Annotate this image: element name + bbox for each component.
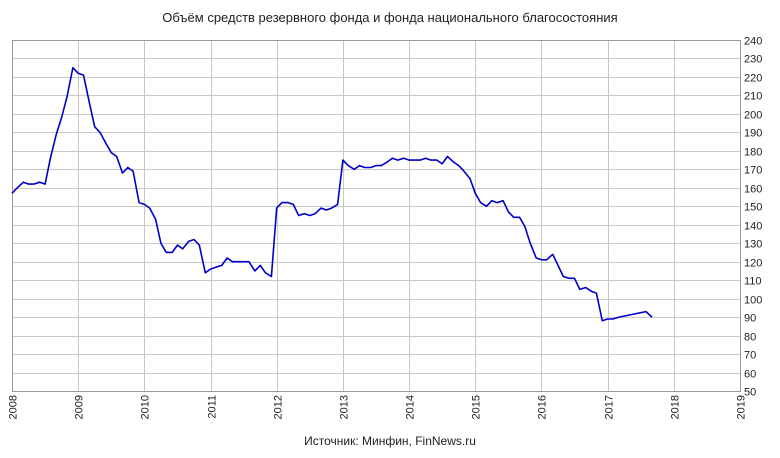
y-tick-label: 240 xyxy=(744,36,762,48)
y-tick-label: 90 xyxy=(744,313,756,325)
y-axis-tick-labels: 50 60 70 80 90 100 110 120 130 140 150 160 170 180 190… xyxy=(744,36,762,399)
y-tick-label: 230 xyxy=(744,54,762,66)
x-tick-label: 2012 xyxy=(273,395,285,419)
x-axis-tick-labels: 2008 2009 2010 2011 2012 2013 2014 2015 2016 2017… xyxy=(8,395,748,419)
y-tick-label: 140 xyxy=(744,221,762,233)
x-tick-label: 2016 xyxy=(537,395,549,419)
x-tick-label: 2009 xyxy=(74,395,86,419)
y-tick-label: 200 xyxy=(744,110,762,122)
x-tick-label: 2008 xyxy=(8,395,20,419)
y-tick-label: 160 xyxy=(744,184,762,196)
y-tick-label: 180 xyxy=(744,147,762,159)
x-tick-label: 2011 xyxy=(207,395,219,419)
chart-source: Источник: Минфин, FinNews.ru xyxy=(304,434,476,448)
x-tick-label: 2018 xyxy=(670,395,682,419)
x-tick-label: 2019 xyxy=(736,395,748,419)
x-tick-label: 2010 xyxy=(140,395,152,419)
y-tick-label: 220 xyxy=(744,73,762,85)
x-tick-label: 2017 xyxy=(604,395,616,419)
x-tick-label: 2015 xyxy=(471,395,483,419)
x-tick-label: 2013 xyxy=(339,395,351,419)
y-tick-label: 120 xyxy=(744,258,762,270)
series-layer xyxy=(11,66,653,322)
chart-title: Объём средств резервного фонда и фонда н… xyxy=(162,10,618,25)
y-tick-label: 60 xyxy=(744,369,756,381)
y-tick-label: 150 xyxy=(744,202,762,214)
gridlines xyxy=(12,40,741,392)
y-tick-label: 130 xyxy=(744,239,762,251)
y-tick-label: 170 xyxy=(744,165,762,177)
series-line xyxy=(11,66,653,322)
y-tick-label: 70 xyxy=(744,350,756,362)
y-tick-label: 50 xyxy=(744,387,756,399)
y-tick-label: 100 xyxy=(744,295,762,307)
y-tick-label: 190 xyxy=(744,128,762,140)
y-tick-label: 110 xyxy=(744,276,762,288)
y-tick-label: 210 xyxy=(744,91,762,103)
x-tick-label: 2014 xyxy=(405,395,417,419)
y-tick-label: 80 xyxy=(744,332,756,344)
plot-frame xyxy=(12,40,741,392)
